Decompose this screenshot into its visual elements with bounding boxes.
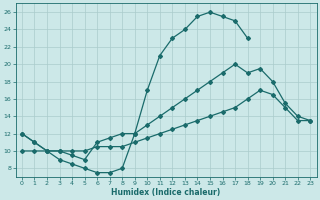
X-axis label: Humidex (Indice chaleur): Humidex (Indice chaleur) <box>111 188 221 197</box>
